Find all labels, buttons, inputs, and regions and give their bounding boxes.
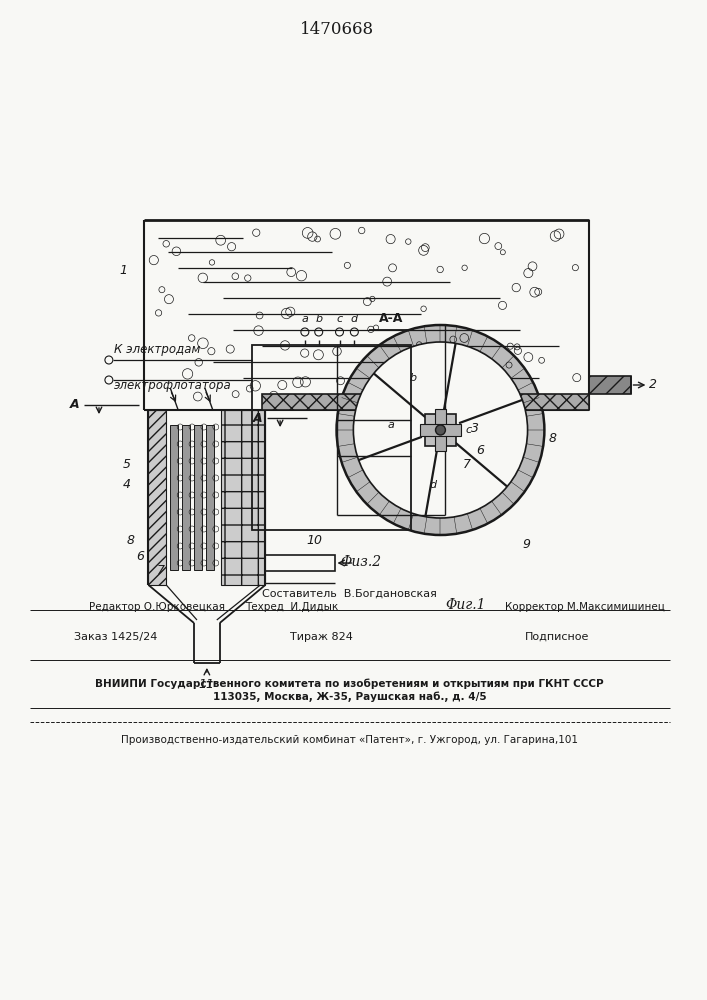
Text: Составитель  В.Богдановская: Составитель В.Богдановская [262, 589, 437, 599]
Bar [206, 425, 214, 570]
Text: A-A: A-A [379, 312, 403, 326]
Text: 113035, Москва, Ж-35, Раушская наб., д. 4/5: 113035, Москва, Ж-35, Раушская наб., д. … [213, 692, 486, 702]
Text: 7: 7 [156, 564, 164, 578]
Bar [435, 409, 446, 451]
Text: электрофлотатора: электрофлотатора [114, 378, 232, 391]
Bar [252, 345, 411, 530]
Bar [425, 414, 456, 446]
Text: a: a [301, 314, 308, 324]
Circle shape [436, 425, 445, 435]
Bar [265, 555, 334, 571]
Bar [420, 424, 461, 436]
Text: 1470668: 1470668 [300, 21, 373, 38]
Text: A: A [252, 412, 262, 424]
Text: Корректор М.Максимишинец: Корректор М.Максимишинец [505, 602, 665, 612]
Text: c: c [337, 314, 343, 324]
Bar [262, 394, 589, 410]
Bar [194, 425, 202, 570]
Text: 9: 9 [522, 538, 530, 552]
Text: Тираж 824: Тираж 824 [291, 632, 353, 642]
Text: К электродам: К электродам [114, 344, 200, 357]
Text: Φиг.1: Φиг.1 [445, 598, 486, 612]
Text: Техред  И.Дидык: Техред И.Дидык [245, 602, 339, 612]
Bar [221, 410, 265, 585]
Text: 5: 5 [123, 458, 131, 472]
Text: Φиз.2: Φиз.2 [341, 555, 382, 569]
Circle shape [354, 342, 527, 518]
Text: d: d [429, 480, 436, 490]
Text: A: A [69, 398, 79, 412]
Text: 6: 6 [136, 550, 144, 564]
Text: Заказ 1425/24: Заказ 1425/24 [74, 632, 158, 642]
Text: 10: 10 [307, 534, 323, 548]
Text: c: c [465, 425, 472, 435]
Text: b: b [409, 373, 416, 383]
Bar [148, 410, 166, 585]
Text: Редактор О.Юрковецкая: Редактор О.Юрковецкая [89, 602, 225, 612]
Bar [589, 376, 631, 394]
Text: 2: 2 [649, 378, 658, 391]
Text: 4: 4 [123, 479, 131, 491]
Bar [170, 425, 178, 570]
Text: 11: 11 [199, 678, 215, 692]
Text: Подписное: Подписное [525, 632, 589, 642]
Text: a: a [387, 420, 395, 430]
Text: b: b [315, 314, 322, 324]
Text: 8: 8 [549, 432, 556, 444]
Text: 7: 7 [463, 458, 471, 472]
Text: ВНИИПИ Государственного комитета по изобретениям и открытиям при ГКНТ СССР: ВНИИПИ Государственного комитета по изоб… [95, 679, 604, 689]
Text: Производственно-издательский комбинат «Патент», г. Ужгород, ул. Гагарина,101: Производственно-издательский комбинат «П… [121, 735, 578, 745]
Text: 8: 8 [127, 534, 134, 546]
Text: d: d [351, 314, 358, 324]
Text: 3: 3 [471, 422, 479, 434]
Circle shape [337, 325, 544, 535]
Bar [182, 425, 190, 570]
Text: 1: 1 [119, 263, 128, 276]
Text: 6: 6 [476, 444, 484, 456]
